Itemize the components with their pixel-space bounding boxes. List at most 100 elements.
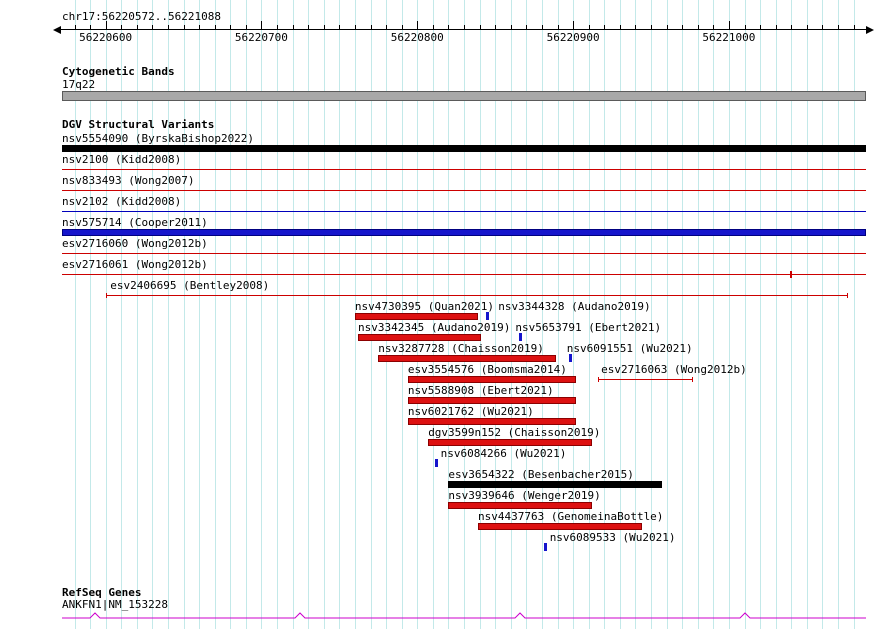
variant-label[interactable]: esv2716063 (Wong2012b) — [601, 363, 747, 376]
variant-tick[interactable] — [544, 543, 547, 551]
ruler-minor-tick — [354, 25, 356, 29]
variant-label[interactable]: nsv575714 (Cooper2011) — [62, 216, 208, 229]
variant-label[interactable]: esv2716060 (Wong2012b) — [62, 237, 208, 250]
ruler-minor-tick — [74, 25, 76, 29]
grid-line — [292, 0, 294, 629]
variant-label[interactable]: nsv6089533 (Wu2021) — [549, 531, 676, 544]
ruler-minor-tick — [806, 25, 808, 29]
variant-bar[interactable] — [358, 334, 482, 341]
ruler-major-tick — [573, 21, 575, 29]
variant-line[interactable] — [62, 169, 866, 170]
variant-tick[interactable] — [569, 354, 572, 362]
variant-label[interactable]: nsv2100 (Kidd2008) — [62, 153, 182, 166]
variant-bar[interactable] — [354, 313, 478, 320]
variant-label[interactable]: nsv833493 (Wong2007) — [62, 174, 195, 187]
cytobands-header: Cytogenetic Bands — [62, 65, 175, 78]
grid-line — [573, 0, 575, 629]
ruler-minor-tick — [479, 25, 481, 29]
variant-label[interactable]: nsv6091551 (Wu2021) — [566, 342, 693, 355]
variant-line[interactable] — [105, 295, 848, 296]
ruler-left-arrow-icon — [53, 26, 61, 34]
ruler-minor-tick — [853, 25, 855, 29]
grid-line — [822, 0, 824, 629]
variant-label[interactable]: nsv3287728 (Chaisson2019) — [378, 342, 544, 355]
variant-label[interactable]: nsv3342345 (Audano2019) — [358, 321, 511, 334]
variant-line[interactable] — [598, 379, 692, 380]
gene-intron-line[interactable] — [62, 612, 866, 619]
ruler-line — [60, 29, 866, 30]
variant-label[interactable]: esv2406695 (Bentley2008) — [110, 279, 270, 292]
ruler-tick-label: 56220900 — [546, 31, 600, 44]
breakpoint-tick[interactable] — [789, 271, 792, 278]
variant-line[interactable] — [62, 253, 866, 254]
variant-label[interactable]: nsv5554090 (ByrskaBishop2022) — [62, 132, 255, 145]
ruler-minor-tick — [386, 25, 388, 29]
grid-line — [728, 0, 730, 629]
ruler-major-tick — [417, 21, 419, 29]
variant-label[interactable]: nsv4437763 (GenomeinaBottle) — [478, 510, 664, 523]
variant-label[interactable]: nsv5653791 (Ebert2021) — [515, 321, 662, 334]
variant-label[interactable]: nsv2102 (Kidd2008) — [62, 195, 182, 208]
ruler-minor-tick — [791, 25, 793, 29]
ruler-minor-tick — [619, 25, 621, 29]
variant-label[interactable]: esv2716061 (Wong2012b) — [62, 258, 208, 271]
dgv-header: DGV Structural Variants — [62, 118, 215, 131]
grid-line — [791, 0, 793, 629]
variant-tick[interactable] — [519, 333, 523, 341]
ruler-minor-tick — [838, 25, 839, 29]
ruler-tick-label: 56220800 — [390, 31, 444, 44]
ruler-minor-tick — [495, 25, 497, 29]
grid-line — [510, 0, 512, 629]
ruler-minor-tick — [401, 25, 403, 29]
variant-end-tick — [847, 293, 849, 298]
grid-line — [838, 0, 839, 629]
ruler-minor-tick — [152, 25, 154, 29]
grid-line — [604, 0, 606, 629]
grid-line — [588, 0, 590, 629]
ruler-minor-tick — [557, 25, 559, 29]
variant-label[interactable]: esv3554576 (Boomsma2014) — [407, 363, 567, 376]
variant-bar[interactable] — [407, 376, 577, 383]
variant-tick[interactable] — [435, 459, 438, 467]
variant-bar[interactable] — [62, 145, 866, 152]
variant-bar[interactable] — [407, 418, 577, 425]
variant-label[interactable]: nsv3344328 (Audano2019) — [498, 300, 651, 313]
variant-label[interactable]: esv3654322 (Besenbacher2015) — [448, 468, 634, 481]
ruler-minor-tick — [308, 25, 310, 29]
gene-label[interactable]: ANKFN1|NM_153228 — [62, 598, 168, 611]
variant-line[interactable] — [62, 190, 866, 191]
variant-end-tick — [105, 293, 107, 298]
ruler-minor-tick — [541, 25, 543, 29]
ruler-minor-tick — [292, 25, 294, 29]
variant-label[interactable]: nsv4730395 (Quan2021) — [354, 300, 494, 313]
variant-tick[interactable] — [486, 312, 490, 320]
variant-bar[interactable] — [448, 481, 662, 488]
variant-bar[interactable] — [62, 229, 866, 236]
ruler-minor-tick — [199, 25, 201, 29]
variant-label[interactable]: nsv6021762 (Wu2021) — [407, 405, 534, 418]
ruler-right-arrow-icon — [866, 26, 874, 34]
variant-bar[interactable] — [378, 355, 556, 362]
ruler-minor-tick — [183, 25, 185, 29]
ruler-minor-tick — [635, 25, 637, 29]
ruler-minor-tick — [697, 25, 699, 29]
variant-bar[interactable] — [407, 397, 577, 404]
grid-line — [136, 0, 138, 629]
grid-line — [526, 0, 528, 629]
variant-label[interactable]: dgv3599n152 (Chaisson2019) — [428, 426, 601, 439]
grid-line — [339, 0, 341, 629]
variant-label[interactable]: nsv6084266 (Wu2021) — [440, 447, 567, 460]
ruler-minor-tick — [604, 25, 606, 29]
variant-line[interactable] — [62, 211, 866, 212]
gene-structure-glyph[interactable] — [62, 610, 866, 622]
variant-label[interactable]: nsv3939646 (Wenger2019) — [448, 489, 601, 502]
variant-bar[interactable] — [478, 523, 642, 530]
ruler-minor-tick — [90, 25, 91, 29]
variant-bar[interactable] — [428, 439, 592, 446]
region-title: chr17:56220572..56221088 — [62, 10, 221, 23]
variant-bar[interactable] — [448, 502, 592, 509]
variant-line[interactable] — [62, 274, 866, 275]
variant-label[interactable]: nsv5588908 (Ebert2021) — [407, 384, 554, 397]
ruler-minor-tick — [651, 25, 652, 29]
